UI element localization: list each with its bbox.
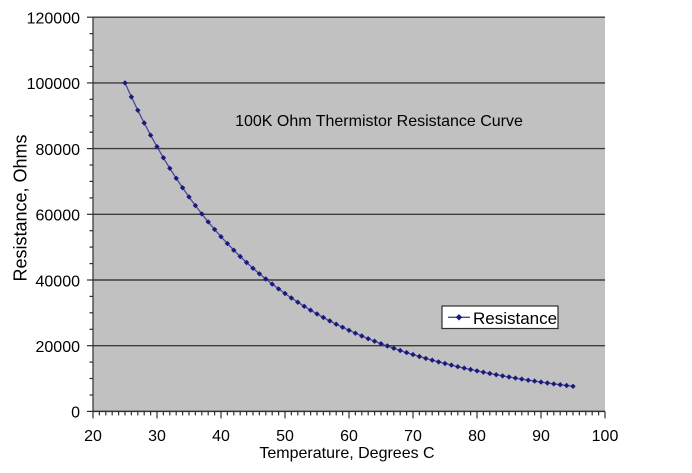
svg-text:Resistance, Ohms: Resistance, Ohms <box>11 134 31 281</box>
svg-text:Temperature, Degrees C: Temperature, Degrees C <box>259 445 434 462</box>
svg-text:40000: 40000 <box>36 273 81 290</box>
svg-text:20: 20 <box>84 428 102 445</box>
svg-text:100: 100 <box>592 428 619 445</box>
svg-text:100000: 100000 <box>27 76 80 93</box>
svg-text:90: 90 <box>532 428 550 445</box>
svg-text:120000: 120000 <box>27 11 80 28</box>
svg-text:100K Ohm Thermistor Resistance: 100K Ohm Thermistor Resistance Curve <box>235 113 523 130</box>
svg-text:Resistance: Resistance <box>473 309 557 328</box>
svg-text:50: 50 <box>276 428 294 445</box>
svg-text:80000: 80000 <box>36 142 81 159</box>
svg-text:60: 60 <box>340 428 358 445</box>
svg-text:40: 40 <box>212 428 230 445</box>
svg-text:0: 0 <box>71 405 80 422</box>
svg-text:80: 80 <box>468 428 486 445</box>
svg-text:30: 30 <box>148 428 166 445</box>
svg-text:60000: 60000 <box>36 208 81 225</box>
svg-text:70: 70 <box>404 428 422 445</box>
svg-text:20000: 20000 <box>36 339 81 356</box>
